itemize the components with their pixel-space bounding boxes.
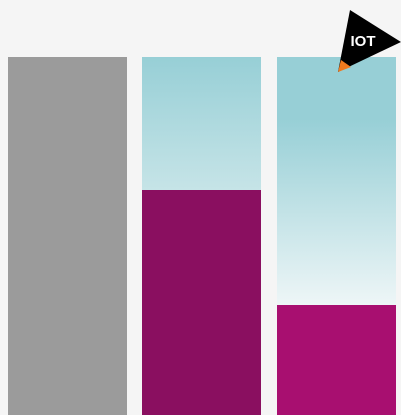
magenta-block: [277, 305, 396, 415]
badge-accent: [338, 60, 351, 72]
teal-block: [277, 57, 396, 306]
badge-label: IOT: [351, 33, 376, 50]
purple-block: [142, 190, 261, 415]
gray-bar: [8, 57, 127, 415]
badge-triangle: [338, 10, 401, 72]
teal-block: [142, 57, 261, 191]
